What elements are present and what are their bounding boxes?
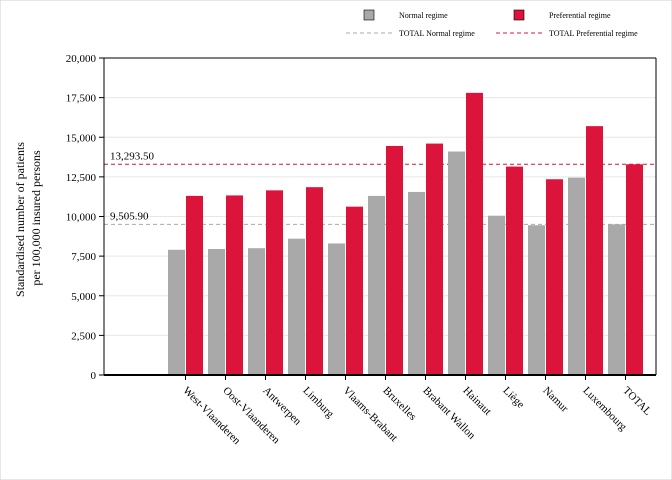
bar-normal-regime (528, 225, 545, 375)
bar-normal-regime (368, 195, 385, 375)
legend-label-preferential: Preferential regime (549, 11, 611, 20)
bar-preferential-regime (586, 126, 603, 375)
bars (168, 92, 643, 376)
bar-normal-regime (168, 249, 185, 375)
bar-preferential-regime (226, 195, 243, 375)
bar-preferential-regime (266, 190, 283, 375)
legend-label-total-preferential: TOTAL Preferential regime (549, 29, 638, 38)
bar-normal-regime (248, 248, 265, 375)
y-tick-label: 12,500 (66, 172, 97, 184)
reference-label-total-preferential: 13,293.50 (110, 150, 155, 162)
bar-normal-regime (568, 177, 585, 375)
y-ticks: 0 2,500 5,000 7,500 10,000 12,500 15,000 17,500… (66, 53, 104, 382)
bar-preferential-regime (466, 92, 483, 376)
bar-normal-regime (408, 191, 425, 375)
bar-preferential-regime (546, 179, 563, 375)
y-tick-label: 5,000 (71, 291, 96, 303)
y-tick-label: 20,000 (66, 53, 97, 65)
y-tick-label: 15,000 (66, 132, 97, 144)
bar-normal-regime (608, 224, 625, 375)
bar-preferential-regime (346, 206, 363, 375)
legend-swatch-normal (363, 9, 375, 21)
bar-preferential-regime (506, 166, 523, 375)
bar-preferential-regime (626, 164, 643, 375)
legend-swatch-preferential (513, 9, 525, 21)
bar-normal-regime (328, 243, 345, 375)
bar-preferential-regime (306, 187, 323, 375)
y-axis-title-line-2: per 100,000 insured persons (29, 150, 43, 286)
y-tick-label: 0 (91, 370, 97, 382)
bar-normal-regime (288, 238, 305, 375)
y-axis-title: Standardised number of patients per 100,… (13, 139, 43, 297)
reference-label-total-normal: 9,505.90 (110, 210, 149, 222)
y-axis-title-line-1: Standardised number of patients (13, 142, 27, 297)
y-tick-label: 7,500 (71, 251, 96, 263)
legend-label-normal: Normal regime (399, 11, 448, 20)
bar-preferential-regime (426, 143, 443, 375)
y-tick-label: 2,500 (71, 330, 96, 342)
bar-normal-regime (488, 215, 505, 375)
y-tick-label: 17,500 (66, 93, 97, 105)
bar-normal-regime (448, 151, 465, 375)
legend-label-total-normal: TOTAL Normal regime (399, 29, 475, 38)
bar-preferential-regime (186, 195, 203, 375)
legend: Normal regime Preferential regime TOTAL … (346, 9, 638, 38)
y-tick-label: 10,000 (66, 212, 97, 224)
bar-normal-regime (208, 248, 225, 375)
bar-preferential-regime (386, 145, 403, 375)
